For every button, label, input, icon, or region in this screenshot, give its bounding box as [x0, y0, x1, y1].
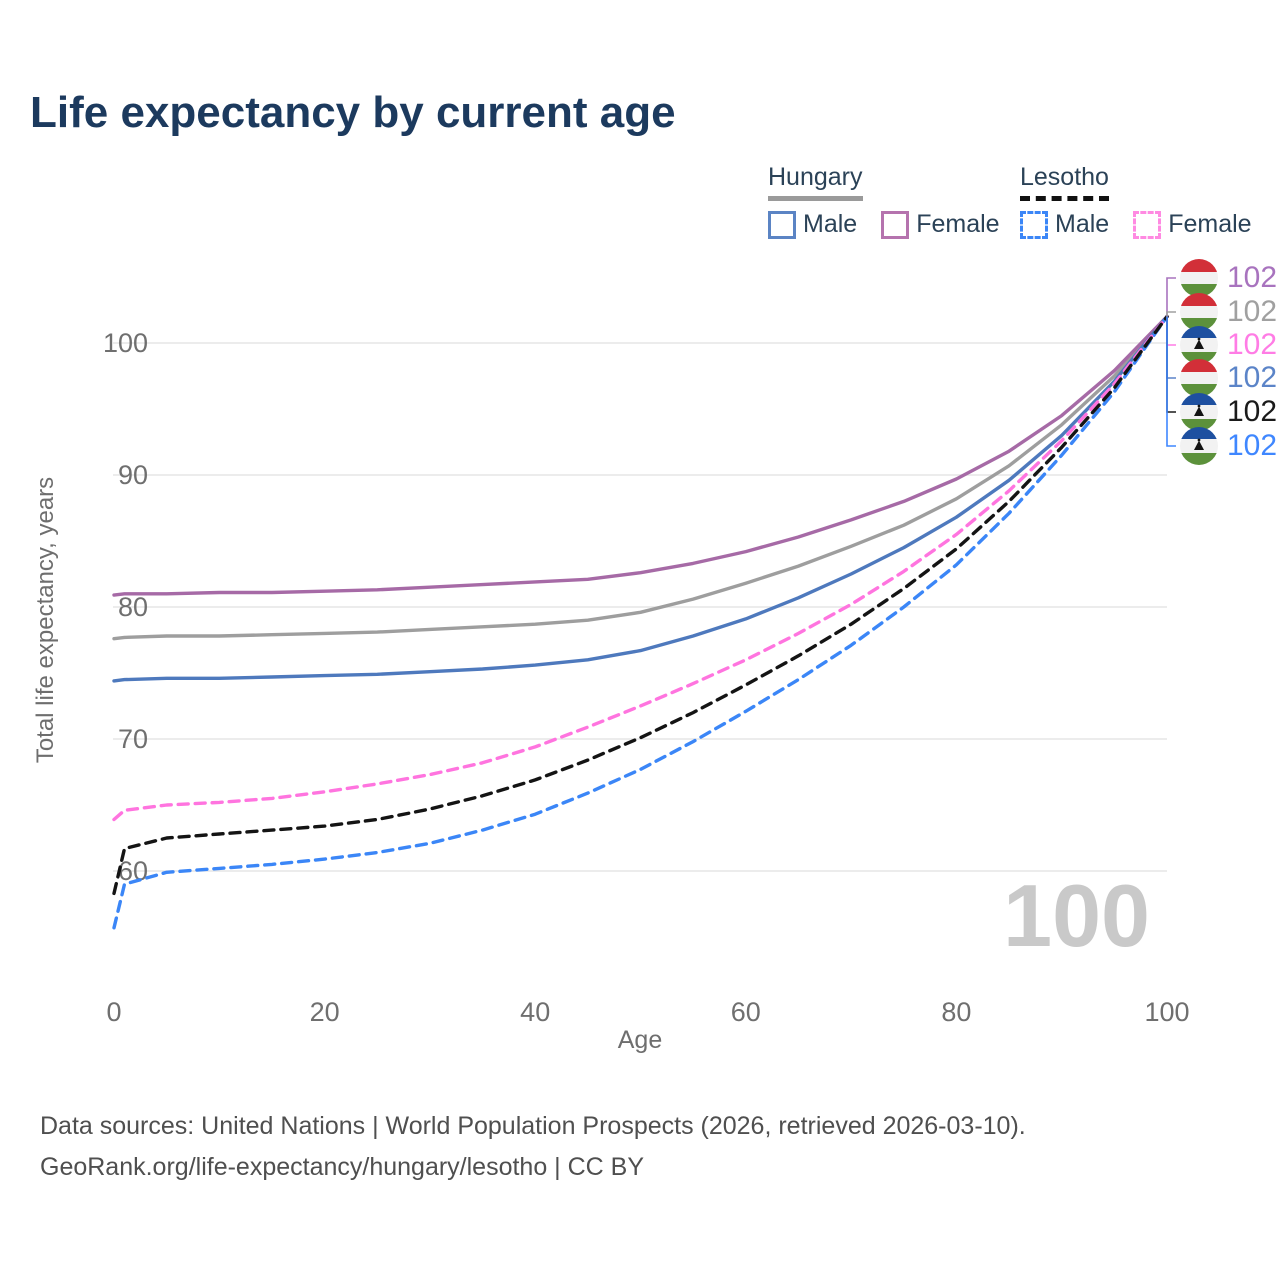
x-tick-label-20: 20: [310, 997, 340, 1027]
end-label-connector-1: [1166, 311, 1176, 317]
x-tick-label-40: 40: [520, 997, 550, 1027]
series-line-lesotho: [112, 314, 1169, 896]
series-line-hungary-female: [112, 314, 1169, 597]
legend-group-hungary: Hungary Male Female: [768, 163, 1000, 239]
legend-swatch-lesotho-female: [1133, 210, 1162, 239]
legend-swatch-hungary-male: [768, 210, 796, 239]
y-tick-label-70: 70: [118, 724, 148, 754]
x-tick-label-60: 60: [731, 997, 761, 1027]
end-value-label: 102: [1227, 361, 1278, 394]
legend-label-hungary-male: Male: [803, 210, 858, 238]
legend-item-hungary-female[interactable]: Female: [857, 210, 1000, 239]
x-axis-title: Age: [617, 1026, 663, 1054]
y-tick-label-80: 80: [118, 592, 148, 622]
hungary-flag-icon: [1180, 259, 1218, 297]
end-value-label: 102: [1227, 261, 1278, 294]
end-label-connector-4: [1166, 316, 1176, 413]
legend-swatch-hungary-female: [881, 210, 910, 239]
end-label-connector-0: [1166, 277, 1176, 317]
hungary-flag-icon: [1180, 293, 1218, 331]
x-tick-label-80: 80: [941, 997, 971, 1027]
end-value-label: 102: [1227, 328, 1278, 361]
end-label-row-lesotho-male: 102: [1180, 427, 1277, 465]
footer-attribution-line: GeoRank.org/life-expectancy/hungary/leso…: [40, 1153, 645, 1181]
end-label-row-lesotho-female: 102: [1180, 326, 1277, 364]
footer: Data sources: United Nations | World Pop…: [40, 1106, 1026, 1188]
series-line-lesotho-male: [112, 314, 1169, 930]
end-value-label: 102: [1227, 429, 1278, 462]
hover-age-watermark: 100: [1003, 866, 1150, 965]
end-label-connector-3: [1166, 316, 1176, 379]
end-label-connector-5: [1166, 316, 1176, 447]
lesotho-flag-icon: [1180, 326, 1218, 364]
legend-swatch-lesotho-male: [1020, 210, 1048, 239]
lesotho-flag-icon: [1180, 393, 1218, 431]
x-tick-label-0: 0: [106, 997, 121, 1027]
legend-item-lesotho-female[interactable]: Female: [1109, 210, 1252, 239]
legend-hungary-heading[interactable]: Hungary: [768, 163, 863, 201]
end-label-row-hungary-female: 102: [1180, 259, 1277, 297]
end-label-row-lesotho: 102: [1180, 393, 1277, 431]
legend-label-hungary-female: Female: [916, 210, 1000, 238]
x-tick-label-100: 100: [1144, 997, 1189, 1027]
legend-lesotho-heading[interactable]: Lesotho: [1020, 163, 1109, 201]
y-tick-label-100: 100: [103, 328, 148, 358]
end-value-label: 102: [1227, 395, 1278, 428]
series-line-lesotho-female: [112, 314, 1169, 822]
legend-label-lesotho-male: Male: [1055, 210, 1110, 238]
end-label-connector-2: [1166, 316, 1176, 346]
hungary-flag-icon: [1180, 359, 1218, 397]
page-title: Life expectancy by current age: [30, 88, 676, 137]
legend-group-lesotho: Lesotho Male Female: [1020, 163, 1252, 239]
legend-item-hungary-male[interactable]: Male: [768, 210, 857, 239]
y-tick-label-90: 90: [118, 460, 148, 490]
series-line-hungary-male: [112, 314, 1169, 683]
series-line-hungary: [112, 314, 1169, 641]
footer-sources-line: Data sources: United Nations | World Pop…: [40, 1112, 1026, 1140]
legend-item-lesotho-male[interactable]: Male: [1020, 210, 1109, 239]
end-label-row-hungary-male: 102: [1180, 359, 1277, 397]
legend-label-lesotho-female: Female: [1168, 210, 1252, 238]
y-axis-title: Total life expectancy, years: [32, 476, 59, 764]
lesotho-flag-icon: [1180, 427, 1218, 465]
end-value-label: 102: [1227, 295, 1278, 328]
end-label-row-hungary: 102: [1180, 293, 1277, 331]
